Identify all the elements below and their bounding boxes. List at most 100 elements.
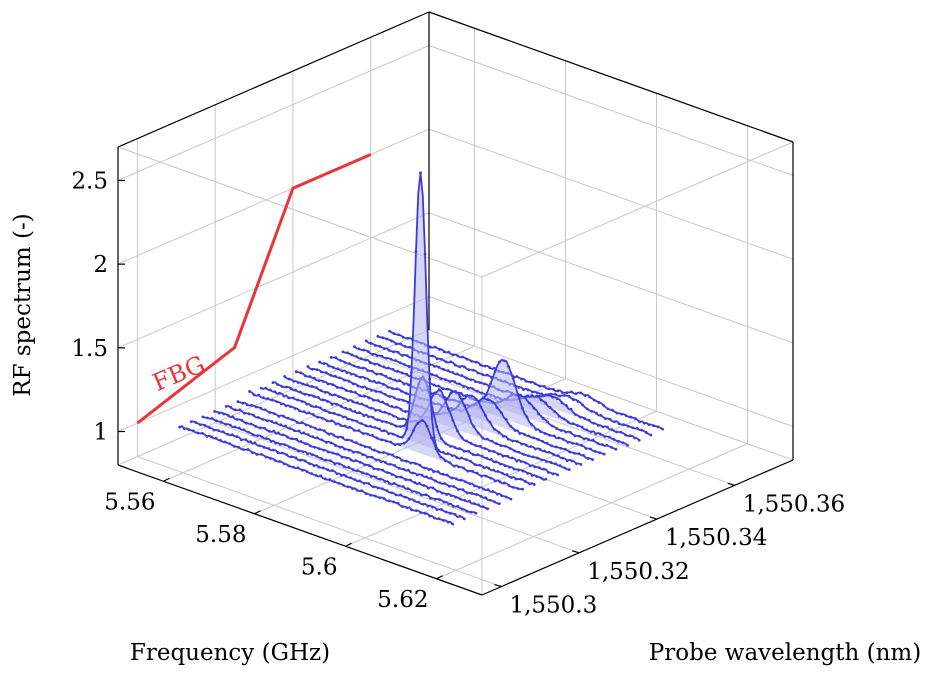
series-point [287, 464, 291, 468]
series-point [317, 379, 321, 382]
series-point [210, 435, 213, 439]
series-point [222, 412, 226, 416]
series-point [447, 350, 451, 354]
series-point [392, 481, 396, 485]
series-point [271, 448, 275, 452]
series-point [579, 463, 583, 466]
series-point [608, 417, 612, 421]
series-point [520, 377, 523, 381]
series-point [429, 496, 432, 500]
series-point [301, 382, 305, 386]
series-point [455, 372, 459, 376]
series-point [334, 443, 337, 447]
series-point [407, 437, 411, 441]
series-point [394, 359, 397, 362]
series-point [365, 455, 369, 459]
series-point [340, 474, 343, 477]
series-point [312, 464, 316, 468]
series-point [568, 450, 572, 454]
x-axis-label: Frequency (GHz) [130, 640, 330, 666]
series-point [261, 417, 265, 421]
series-point [435, 374, 438, 377]
series-point [413, 462, 417, 465]
series-point [375, 372, 379, 376]
series-point [238, 408, 242, 412]
series-point [389, 357, 393, 361]
series-point [357, 365, 360, 369]
series-point [247, 412, 251, 416]
grid-line [117, 296, 430, 432]
series-point [453, 380, 457, 384]
series-point [278, 460, 282, 463]
series-point [471, 453, 475, 456]
series-point [362, 348, 366, 352]
series-point [566, 440, 570, 444]
series-point [280, 385, 284, 388]
series-point [576, 424, 579, 427]
series-point [313, 376, 316, 380]
series-point [337, 481, 341, 485]
series-point [404, 478, 408, 481]
series-point [373, 448, 376, 452]
series-point [395, 387, 399, 391]
series-point [297, 449, 300, 453]
series-point [484, 496, 488, 500]
series-point [387, 499, 391, 503]
series-point [564, 430, 568, 434]
series-point [388, 329, 391, 333]
series-point [408, 345, 412, 349]
series-point [620, 412, 623, 416]
series-point [270, 420, 274, 423]
series-point [588, 395, 592, 399]
series-point [399, 407, 403, 411]
series-point [548, 433, 552, 437]
series-point [432, 436, 436, 440]
series-point [412, 429, 415, 432]
series-point [592, 398, 596, 402]
series-point [362, 481, 366, 485]
series-point [557, 436, 561, 440]
series-point [369, 406, 373, 410]
series-point [511, 377, 515, 380]
series-point [355, 419, 359, 423]
series-point [214, 436, 218, 440]
series-point [552, 453, 556, 456]
series-point [228, 442, 232, 446]
series-point [569, 407, 573, 411]
series-point [537, 412, 540, 416]
series-point [535, 394, 538, 398]
series-point [372, 379, 376, 383]
series-point [484, 393, 488, 397]
series-point [320, 370, 323, 374]
series-point [574, 462, 578, 466]
series-point [403, 424, 407, 427]
series-point [224, 422, 228, 426]
series-point [392, 396, 396, 400]
series-point [513, 449, 517, 453]
series-point [440, 491, 444, 495]
series-point [355, 401, 359, 405]
series-point [544, 477, 548, 481]
frame-layer [117, 11, 794, 596]
series-point [519, 477, 523, 481]
box-edge [428, 329, 794, 461]
series-point [328, 478, 332, 481]
series-point [517, 450, 521, 454]
series-point [335, 472, 339, 476]
series-point [583, 417, 587, 420]
series-point [433, 391, 437, 395]
series-point [383, 410, 387, 414]
series-point [377, 363, 381, 367]
series-point [545, 441, 549, 445]
series-point [446, 387, 449, 391]
series-point [532, 436, 535, 440]
series-point [206, 416, 209, 420]
series-point [235, 418, 239, 421]
series-point [371, 433, 374, 437]
series-point [335, 385, 339, 389]
series-point [470, 492, 474, 495]
series-point [496, 469, 500, 473]
series-point [467, 449, 470, 453]
series-point [476, 453, 480, 457]
series-point [589, 430, 593, 434]
